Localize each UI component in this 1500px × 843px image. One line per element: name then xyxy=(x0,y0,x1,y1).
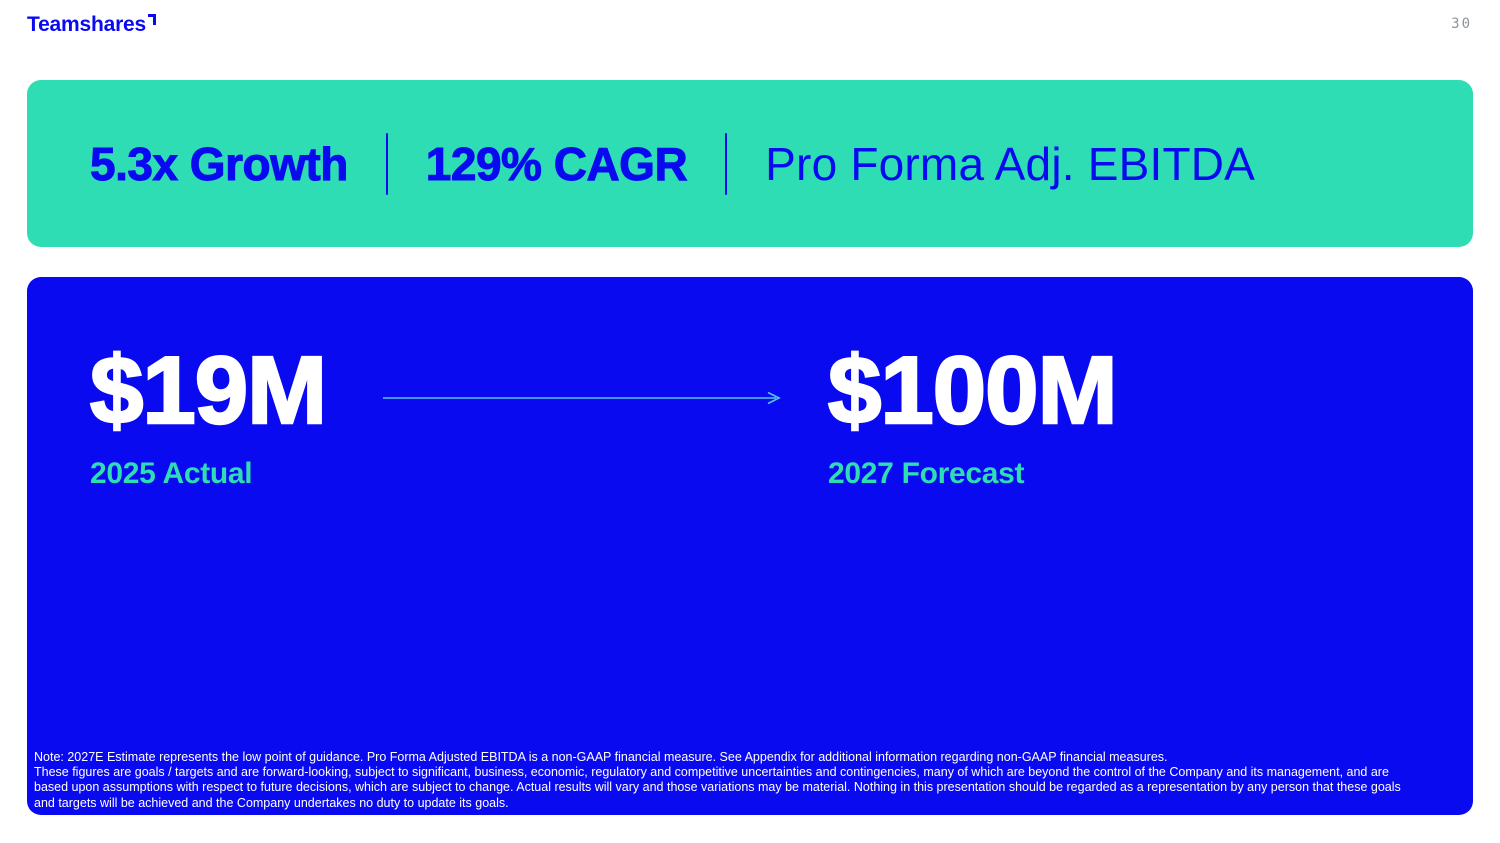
metric-title: Pro Forma Adj. EBITDA xyxy=(765,137,1256,190)
growth-banner: 5.3x Growth 129% CAGR Pro Forma Adj. EBI… xyxy=(27,80,1473,247)
end-stat-block: $100M 2027 Forecast xyxy=(827,337,1119,491)
start-label: 2025 Actual xyxy=(90,457,253,490)
teamshares-logo-mark-icon xyxy=(148,14,157,25)
footnote-line: Note: 2027E Estimate represents the low … xyxy=(34,749,1168,764)
teamshares-logo-text: Teamshares xyxy=(27,13,147,36)
end-label: 2027 Forecast xyxy=(828,457,1025,490)
footnotes: Note: 2027E Estimate represents the low … xyxy=(34,750,1423,811)
start-stat-block: $19M 2025 Actual xyxy=(89,337,329,491)
start-value: $19M xyxy=(89,337,329,444)
banner-divider xyxy=(725,132,728,195)
end-value: $100M xyxy=(827,337,1119,444)
banner-divider xyxy=(385,132,388,195)
growth-multiple-stat: 5.3x Growth xyxy=(90,137,349,190)
cagr-stat: 129% CAGR xyxy=(425,137,688,190)
teamshares-logo: Teamshares xyxy=(27,13,157,37)
ebitda-comparison-panel: $19M 2025 Actual $100M 2027 Forecast Not… xyxy=(27,277,1473,815)
page-number: 30 xyxy=(1451,16,1472,32)
right-arrow-icon xyxy=(383,391,781,405)
footnote-line: These figures are goals / targets and ar… xyxy=(34,765,1401,810)
